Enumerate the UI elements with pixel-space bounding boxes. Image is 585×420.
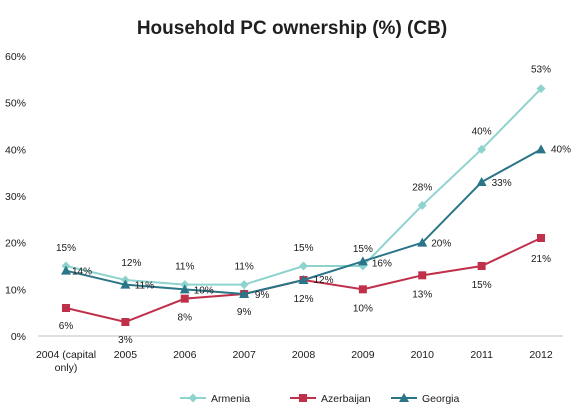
data-label-armenia: 28%	[412, 182, 432, 193]
data-label-georgia: 14%	[72, 267, 92, 278]
data-label-georgia: 10%	[194, 285, 214, 296]
data-point-georgia	[179, 284, 190, 294]
data-labels-layer: 15% 12% 11% 11% 15% 15% 28% 40% 53% 6% 3% 8% 9% 12% 10…	[56, 65, 571, 346]
data-point-azerbaijan	[180, 294, 189, 303]
y-tick-label: 60%	[5, 51, 26, 63]
series-layer	[61, 84, 546, 326]
y-tick-label: 10%	[5, 284, 26, 296]
x-tick-label: 2006	[173, 349, 197, 361]
data-label-georgia: 9%	[255, 290, 270, 301]
x-tick-label: 2011	[470, 349, 493, 361]
data-label-azerbaijan: 21%	[531, 254, 551, 265]
legend-label-azerbaijan: Azerbaijan	[321, 393, 371, 405]
x-tick-label: 2007	[232, 349, 256, 361]
data-label-azerbaijan: 3%	[118, 335, 133, 346]
y-tick-label: 30%	[5, 191, 26, 203]
data-label-armenia: 53%	[531, 65, 551, 76]
legend-label-georgia: Georgia	[422, 393, 460, 405]
axes: 0% 10% 20% 30% 40% 50% 60% 2004 (capital only) 20…	[5, 51, 563, 374]
legend-marker-georgia	[399, 393, 409, 402]
data-point-azerbaijan	[537, 234, 545, 242]
data-label-azerbaijan: 9%	[237, 307, 252, 318]
legend-item-azerbaijan: Azerbaijan	[290, 393, 371, 405]
data-label-armenia: 11%	[234, 262, 253, 273]
data-label-armenia: 15%	[56, 243, 76, 254]
data-point-azerbaijan	[477, 262, 486, 270]
data-label-armenia: 40%	[472, 126, 492, 137]
data-label-azerbaijan: 6%	[59, 321, 74, 332]
data-label-georgia: 40%	[551, 144, 571, 155]
data-label-azerbaijan: 10%	[353, 303, 373, 314]
legend-marker-armenia	[188, 393, 198, 403]
data-point-azerbaijan	[358, 285, 367, 294]
y-tick-label: 20%	[5, 238, 26, 250]
data-point-georgia	[417, 237, 428, 247]
data-point-georgia	[239, 289, 250, 298]
data-point-azerbaijan	[62, 304, 70, 312]
legend: Armenia Azerbaijan Georgia	[180, 393, 460, 405]
x-tick-label: 2012	[529, 349, 553, 361]
data-label-azerbaijan: 12%	[293, 294, 313, 305]
data-point-armenia	[299, 261, 308, 271]
legend-item-georgia: Georgia	[391, 393, 460, 405]
x-tick-label: 2009	[351, 349, 375, 361]
data-label-armenia: 15%	[293, 243, 313, 254]
data-label-georgia: 12%	[313, 275, 333, 286]
series-line-georgia	[65, 148, 542, 296]
y-tick-label: 0%	[11, 331, 26, 343]
data-point-azerbaijan	[418, 271, 427, 280]
y-tick-label: 50%	[5, 98, 26, 110]
data-point-armenia	[417, 200, 427, 210]
data-point-georgia	[476, 177, 487, 186]
data-label-armenia: 15%	[353, 244, 373, 255]
data-point-georgia	[536, 144, 546, 154]
data-point-georgia	[357, 256, 368, 266]
data-point-georgia	[298, 275, 309, 284]
data-label-azerbaijan: 8%	[178, 313, 193, 324]
data-label-georgia: 33%	[492, 178, 512, 189]
x-tick-label: 2004 (capital only)	[36, 349, 96, 374]
data-point-armenia	[477, 144, 487, 154]
x-tick-label: 2010	[411, 349, 435, 361]
x-tick-label: 2008	[292, 349, 316, 361]
data-label-armenia: 12%	[121, 258, 141, 269]
data-point-azerbaijan	[121, 318, 130, 326]
series-line-armenia	[65, 87, 542, 286]
data-label-azerbaijan: 15%	[472, 280, 492, 291]
series-georgia	[61, 144, 546, 298]
x-tick-label: 2005	[114, 349, 138, 361]
data-point-armenia	[536, 84, 546, 94]
data-point-georgia	[61, 265, 71, 275]
data-point-georgia	[120, 279, 131, 289]
y-tick-label: 40%	[5, 144, 26, 156]
chart-title: Household PC ownership (%) (CB)	[137, 18, 447, 39]
legend-label-armenia: Armenia	[211, 393, 250, 405]
legend-marker-azerbaijan	[299, 394, 307, 402]
data-label-georgia: 16%	[372, 258, 392, 269]
data-point-armenia	[239, 280, 249, 290]
data-label-azerbaijan: 13%	[412, 289, 432, 300]
data-label-armenia: 11%	[175, 262, 194, 273]
data-label-georgia: 20%	[431, 239, 451, 250]
data-label-georgia: 11%	[135, 281, 154, 292]
legend-item-armenia: Armenia	[180, 393, 250, 405]
